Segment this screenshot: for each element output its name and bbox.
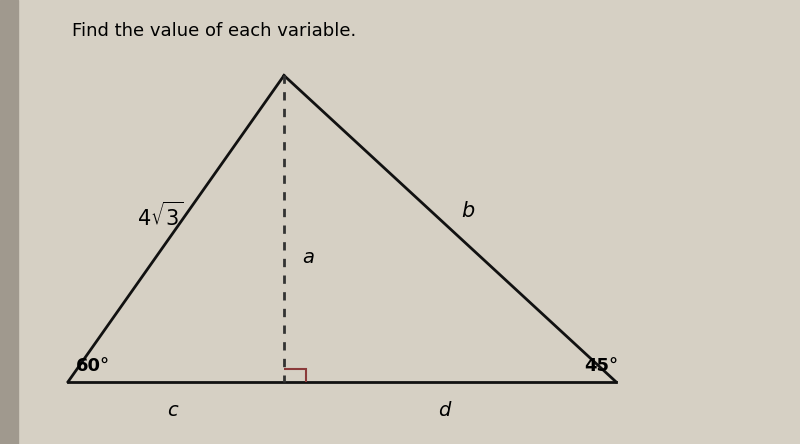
Text: 45°: 45° xyxy=(584,357,618,375)
Text: $4\sqrt{3}$: $4\sqrt{3}$ xyxy=(137,201,183,230)
Text: c: c xyxy=(166,401,178,420)
Text: b: b xyxy=(462,201,474,221)
Text: 60°: 60° xyxy=(76,357,110,375)
Bar xyxy=(0,0,18,444)
Text: d: d xyxy=(438,401,450,420)
Text: a: a xyxy=(302,248,314,267)
Text: Find the value of each variable.: Find the value of each variable. xyxy=(72,22,356,40)
